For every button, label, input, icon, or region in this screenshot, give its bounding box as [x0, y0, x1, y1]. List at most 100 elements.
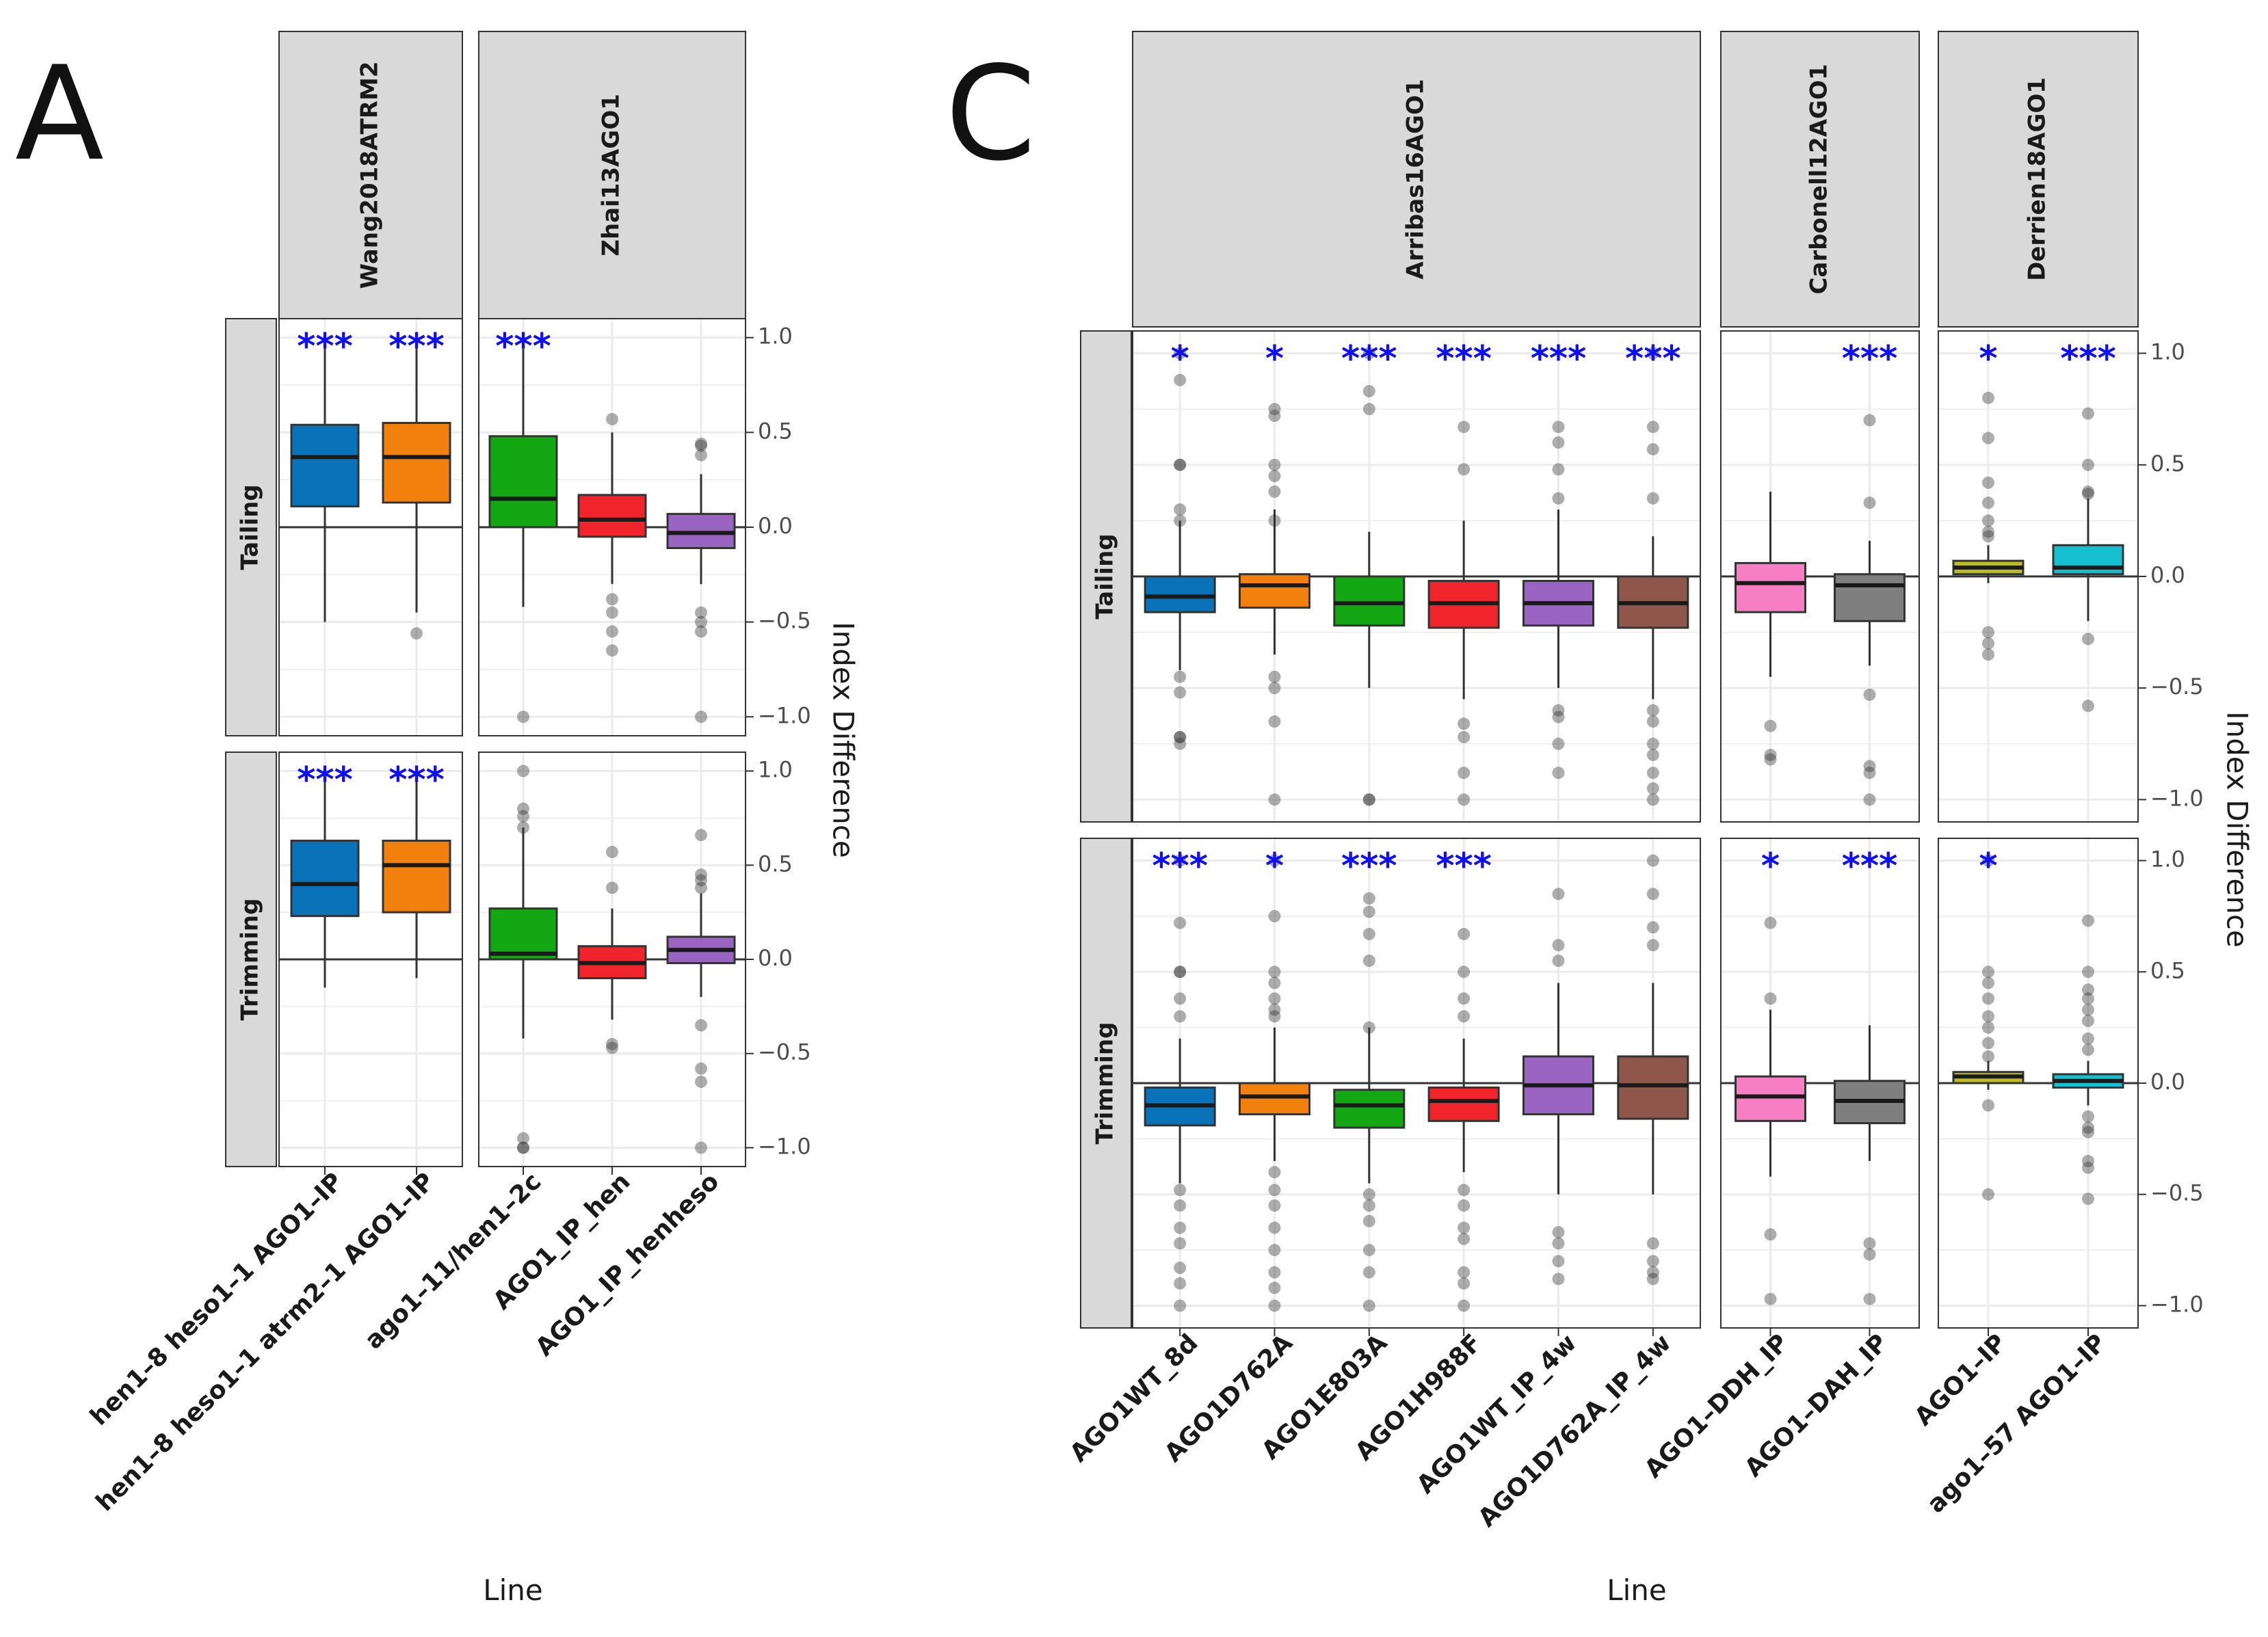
y-tick-label: −1.0: [758, 702, 811, 728]
outlier-point: [606, 845, 618, 858]
outlier-point: [1982, 976, 1994, 989]
outlier-point: [1458, 1010, 1471, 1023]
outlier-point: [1362, 403, 1375, 416]
significance-label: ***: [1625, 338, 1681, 380]
outlier-point: [1268, 1266, 1281, 1279]
panel-letter-a: A: [15, 38, 104, 189]
outlier-point: [1982, 1188, 1994, 1201]
outlier-point: [517, 1141, 529, 1154]
outlier-point: [517, 802, 529, 815]
outlier-point: [1646, 492, 1659, 505]
outlier-point: [1174, 1237, 1187, 1250]
outlier-point: [1268, 1299, 1281, 1312]
outlier-point: [1863, 1292, 1876, 1305]
outlier-point: [1174, 1010, 1187, 1023]
box-body: [577, 494, 647, 538]
outlier-point: [1268, 514, 1281, 527]
x-axis-title: Line: [483, 1573, 543, 1607]
outlier-point: [606, 593, 618, 606]
outlier-point: [1982, 648, 1994, 661]
outlier-point: [1362, 1266, 1375, 1279]
outlier-point: [1764, 753, 1777, 766]
outlier-point: [1982, 1037, 1994, 1050]
row-strip-tailing: [1080, 330, 1132, 823]
x-tick-label: AGO1D762A_IP_4w: [1473, 1329, 1677, 1532]
row-strip-tailing: [225, 318, 277, 736]
y-tick-label: 1.0: [2150, 847, 2185, 873]
significance-label: ***: [1436, 338, 1492, 380]
outlier-point: [1174, 1277, 1187, 1290]
outlier-point: [1982, 854, 1994, 867]
outlier-point: [1982, 525, 1994, 538]
outlier-point: [2082, 1032, 2094, 1045]
box-body: [1333, 1089, 1406, 1129]
y-tick-label: 0.0: [758, 945, 793, 971]
outlier-point: [2082, 488, 2094, 501]
outlier-point: [1552, 1273, 1565, 1286]
y-tick-label: 0.0: [2150, 562, 2185, 588]
outlier-point: [2082, 1154, 2094, 1167]
outlier-point: [2082, 1126, 2094, 1139]
outlier-point: [1268, 976, 1281, 989]
outlier-point: [1268, 1184, 1281, 1197]
outlier-point: [1458, 730, 1471, 743]
outlier-point: [1268, 1003, 1281, 1016]
box-body: [1239, 573, 1310, 609]
outlier-point: [1268, 458, 1281, 471]
outlier-point: [1174, 686, 1187, 699]
outlier-point: [2082, 1043, 2094, 1056]
outlier-point: [606, 625, 618, 638]
outlier-point: [2082, 983, 2094, 996]
outlier-point: [1268, 670, 1281, 683]
outlier-point: [1458, 992, 1471, 1005]
y-tick-label: 0.5: [2150, 451, 2185, 477]
outlier-point: [1458, 793, 1471, 806]
outlier-point: [1174, 514, 1187, 527]
outlier-point: [695, 438, 707, 450]
outlier-point: [1863, 1248, 1876, 1261]
outlier-point: [1863, 414, 1876, 427]
grid-layer: [225, 31, 2146, 1336]
outlier-point: [1982, 431, 1994, 444]
box-body: [1333, 575, 1406, 627]
y-tick-label: −1.0: [758, 1133, 811, 1159]
outlier-point: [1268, 1221, 1281, 1234]
facet-panel-border: [1938, 838, 2139, 1329]
y-tick-label: −1.0: [2150, 1291, 2204, 1317]
facet-panel-border: [1720, 330, 1920, 823]
outlier-point: [695, 1141, 707, 1154]
significance-label: ***: [2060, 338, 2116, 380]
outlier-point: [1552, 436, 1565, 449]
outlier-point: [1552, 1237, 1565, 1250]
facet-strip-label: Zhai13AGO1: [598, 94, 625, 256]
significance-label: ***: [1341, 846, 1397, 887]
outlier-point: [1268, 410, 1281, 423]
outlier-point: [1646, 782, 1659, 795]
significance-label: ***: [1152, 846, 1208, 887]
outlier-point: [1646, 921, 1659, 934]
facet-panel-border: [478, 751, 746, 1167]
outlier-point: [2082, 407, 2094, 420]
outlier-point: [1362, 1199, 1375, 1212]
outlier-point: [1982, 626, 1994, 639]
outlier-point: [1646, 421, 1659, 434]
box-body: [1617, 1055, 1689, 1120]
x-tick-label: ago1–57 AGO1–IP: [1922, 1329, 2111, 1518]
facet-strip-label: Derrien18AGO1: [2024, 77, 2051, 281]
outlier-point: [1764, 1292, 1777, 1305]
outlier-point: [2082, 485, 2094, 498]
outlier-point: [695, 625, 707, 638]
outlier-point: [1268, 1199, 1281, 1212]
outlier-point: [1646, 737, 1659, 750]
box-body: [2052, 544, 2124, 576]
outlier-point: [1458, 717, 1471, 730]
outlier-point: [1174, 503, 1187, 516]
y-tick-label: −0.5: [758, 608, 811, 634]
significance-label: ***: [495, 326, 551, 367]
outlier-point: [606, 412, 618, 425]
outlier-point: [1174, 730, 1187, 743]
outlier-point: [2082, 1003, 2094, 1016]
box-body: [1735, 561, 1806, 613]
outlier-point: [1646, 1266, 1659, 1279]
outlier-point: [1174, 347, 1187, 360]
